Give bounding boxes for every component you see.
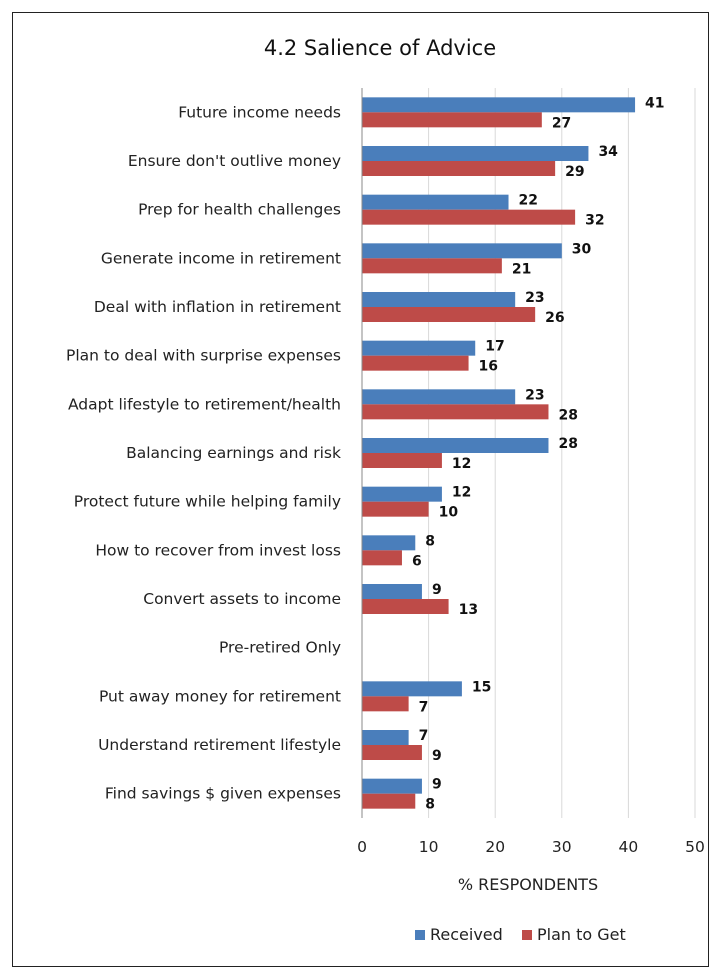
data-label: 17: [485, 339, 504, 355]
category-label: Understand retirement lifestyle: [98, 736, 341, 754]
data-label: 30: [572, 241, 592, 257]
bar-received: [362, 486, 442, 502]
data-label: 13: [459, 602, 478, 618]
legend-label: Received: [430, 925, 503, 944]
data-label: 16: [479, 359, 498, 375]
bar-plan-to-get: [362, 258, 502, 274]
bar-received: [362, 243, 562, 259]
bar-received: [362, 778, 422, 794]
data-label: 23: [525, 387, 544, 403]
data-label: 28: [558, 407, 577, 423]
legend-swatch-received: [415, 930, 425, 940]
bar-plan-to-get: [362, 453, 442, 468]
chart-title: 4.2 Salience of Advice: [264, 36, 496, 60]
bar-received: [362, 340, 476, 356]
category-label: Put away money for retirement: [99, 687, 341, 705]
data-label: 8: [425, 533, 435, 549]
bar-plan-to-get: [362, 307, 536, 322]
data-label: 22: [519, 193, 538, 209]
data-label: 26: [545, 310, 564, 326]
data-label: 28: [558, 436, 577, 452]
bar-received: [362, 681, 462, 697]
bar-received: [362, 438, 549, 453]
data-label: 9: [432, 582, 442, 598]
bar-plan-to-get: [362, 745, 422, 760]
legend-label: Plan to Get: [537, 925, 626, 944]
category-label: Prep for health challenges: [138, 201, 341, 219]
category-label: Find savings $ given expenses: [105, 785, 341, 803]
data-label: 41: [645, 95, 664, 111]
category-label: Pre-retired Only: [219, 639, 341, 657]
data-label: 34: [598, 144, 618, 160]
x-tick-label: 50: [685, 838, 705, 856]
bar-plan-to-get: [362, 696, 409, 712]
category-label: Future income needs: [178, 103, 341, 121]
category-label: Ensure don't outlive money: [128, 152, 341, 170]
bar-received: [362, 730, 409, 745]
bar-plan-to-get: [362, 501, 429, 517]
data-label: 12: [452, 456, 471, 472]
category-label: Generate income in retirement: [101, 249, 341, 267]
data-label: 15: [472, 679, 491, 695]
bar-plan-to-get: [362, 550, 402, 566]
data-label: 8: [425, 797, 435, 813]
bar-plan-to-get: [362, 793, 416, 809]
x-tick-label: 30: [552, 838, 572, 856]
bar-received: [362, 584, 422, 599]
bar-plan-to-get: [362, 355, 469, 371]
bar-received: [362, 146, 589, 161]
data-label: 12: [452, 485, 471, 501]
bar-plan-to-get: [362, 161, 556, 176]
legend-swatch-plan-to-get: [522, 930, 532, 940]
data-label: 7: [419, 728, 429, 744]
bar-plan-to-get: [362, 599, 449, 614]
category-label: Protect future while helping family: [74, 493, 341, 511]
x-tick-label: 40: [619, 838, 639, 856]
bar-received: [362, 97, 636, 113]
category-label: Deal with inflation in retirement: [94, 298, 341, 316]
data-label: 9: [432, 748, 442, 764]
data-label: 10: [439, 505, 459, 521]
bar-received: [362, 292, 516, 307]
data-label: 29: [565, 164, 584, 180]
data-label: 27: [552, 115, 571, 131]
category-label: Plan to deal with surprise expenses: [66, 347, 341, 365]
bar-received: [362, 535, 416, 551]
data-label: 21: [512, 261, 531, 277]
data-label: 9: [432, 777, 442, 793]
data-label: 23: [525, 290, 544, 306]
x-axis-title: % RESPONDENTS: [458, 875, 598, 894]
bar-plan-to-get: [362, 112, 542, 128]
chart-frame: [12, 12, 709, 967]
category-label: Adapt lifestyle to retirement/health: [68, 395, 341, 413]
data-label: 32: [585, 213, 604, 229]
x-tick-label: 10: [419, 838, 439, 856]
bar-plan-to-get: [362, 209, 576, 225]
bar-received: [362, 389, 516, 405]
data-label: 7: [419, 699, 429, 715]
x-tick-label: 20: [485, 838, 505, 856]
category-label: Convert assets to income: [143, 590, 341, 608]
x-tick-label: 0: [357, 838, 367, 856]
category-label: Balancing earnings and risk: [126, 444, 341, 462]
data-label: 6: [412, 553, 422, 569]
bar-plan-to-get: [362, 404, 549, 420]
bar-received: [362, 194, 509, 210]
category-label: How to recover from invest loss: [95, 541, 341, 559]
